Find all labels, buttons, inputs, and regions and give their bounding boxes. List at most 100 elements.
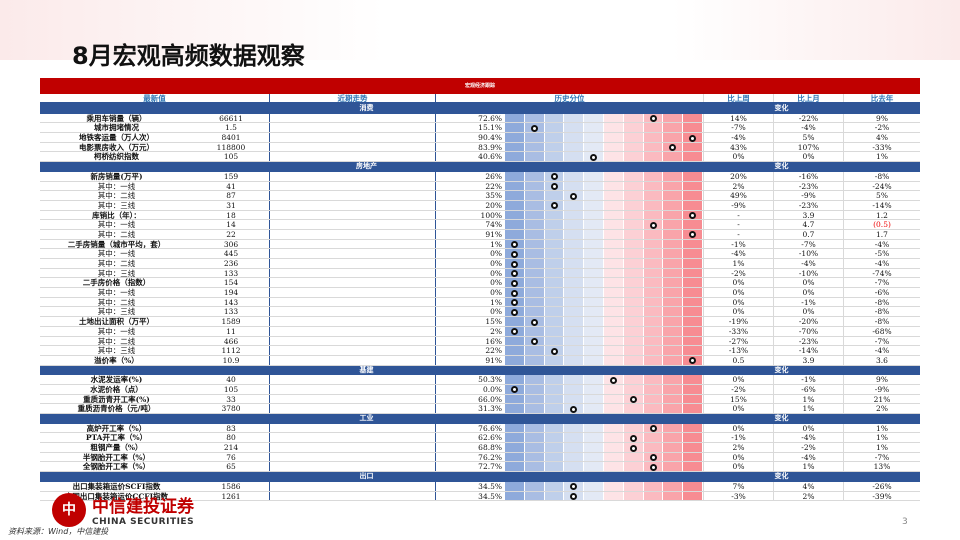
wow-change: - [703,220,773,229]
heat-cell [603,113,624,123]
heat-cell [564,268,585,278]
section-header-row: 基建 变化 [40,365,920,376]
heat-cell [603,384,624,394]
heat-cell [564,423,585,433]
heat-cell [603,268,624,278]
heat-cell [524,278,545,288]
heat-cell [524,268,545,278]
heat-cell [683,462,703,472]
heat-cell [524,181,545,191]
wow-change: -33% [703,326,773,336]
percentile-heatmap [505,404,703,413]
heat-cell [505,191,525,200]
percentile-value: 76.6% [478,423,502,433]
heat-cell [505,462,525,472]
table-row: 柯桥纺织指数 105 40.6% 0% 0% 1% [40,152,920,163]
percentile-heatmap [505,384,703,394]
percentile-marker [511,289,518,297]
heat-cell [524,200,545,210]
heat-cell [643,191,664,200]
latest-value: 66611 [193,113,270,123]
heat-cell [663,423,684,433]
latest-value: 18 [193,210,270,220]
percentile-heatmap [505,423,703,433]
yoy-change: -8% [843,297,920,307]
heat-cell [623,346,644,355]
heat-cell [584,481,604,491]
table-row: 二手房销量（城市平均，套） 306 1% -1% -7% -4% [40,239,920,250]
indicator-name: 其中：一线 [97,220,136,229]
latest-value: 1589 [193,317,270,326]
heat-cell [663,481,684,491]
wow-change: 20% [703,171,773,181]
heat-cell [544,433,565,443]
heat-cell [505,355,525,365]
table-row: 新房销量(万平) 159 26% 20% -16% -8% [40,171,920,182]
wow-change: -7% [703,123,773,133]
change-label: 变化 [774,104,789,112]
heat-cell [623,259,644,268]
latest-value: 11 [193,326,270,336]
percentile-heatmap [505,452,703,462]
mom-change: -2% [773,443,843,452]
heat-cell [544,288,565,297]
percentile-marker [649,454,657,462]
percentile-value: 15% [485,317,502,326]
heat-cell [663,210,684,220]
heat-cell [524,259,545,268]
percentile-value: 20% [485,200,502,210]
mom-change: -4% [773,259,843,268]
trend-sparkline [270,481,436,491]
heat-cell [524,297,545,307]
yoy-change: 9% [843,375,920,384]
latest-value: 445 [193,249,270,258]
latest-value: 83 [193,423,270,433]
heat-cell [505,123,525,133]
mom-change: -10% [773,249,843,258]
heat-cell [663,229,684,239]
indicator-name: 高炉开工率（%） [86,423,147,433]
heat-cell [663,297,684,307]
heat-cell [564,462,585,472]
trend-sparkline [270,268,436,278]
heat-cell [683,346,703,355]
wow-change: 0% [703,462,773,472]
percentile-heatmap [505,133,703,142]
heat-cell [544,249,565,258]
percentile-value: 0% [490,307,502,317]
percentile-value: 0% [490,268,502,278]
indicator-name: 粗钢产量（%） [90,443,143,452]
heat-cell [643,133,664,142]
heat-cell [505,152,525,162]
percentile-value: 34.5% [478,481,502,491]
wow-change: 0% [703,278,773,288]
table-row: 其中：一线 194 0% 0% 0% -6% [40,288,920,298]
heat-cell [564,113,585,123]
percentile-heatmap [505,317,703,326]
table-row: 乘用车销量（辆） 66611 72.6% 14% -22% 9% [40,113,920,124]
percentile-value: 34.5% [478,491,502,501]
heat-cell [663,220,684,229]
heat-cell [603,210,624,220]
yoy-change: -26% [843,481,920,491]
mom-change: -4% [773,123,843,133]
heat-cell [603,229,624,239]
latest-value: 40 [193,375,270,384]
section-header-row: 消费 变化 [40,104,920,114]
heat-cell [663,191,684,200]
percentile-marker [511,328,518,336]
heat-cell [524,133,545,142]
indicator-name: 库销比（年）： [92,210,141,220]
percentile-marker [530,124,538,132]
header-mom: 比上月 [773,94,843,102]
heat-cell [603,133,624,142]
heat-cell [524,404,545,413]
table-row: 其中：二线 87 35% 49% -9% 5% [40,191,920,201]
latest-value: 1.5 [193,123,270,133]
heat-cell [623,307,644,317]
table-row: 其中：二线 22 91% -0.7 1.7 [40,229,920,240]
heat-cell [544,462,565,472]
wow-change: -1% [703,239,773,249]
heat-cell [505,423,525,433]
heat-cell [524,481,545,491]
